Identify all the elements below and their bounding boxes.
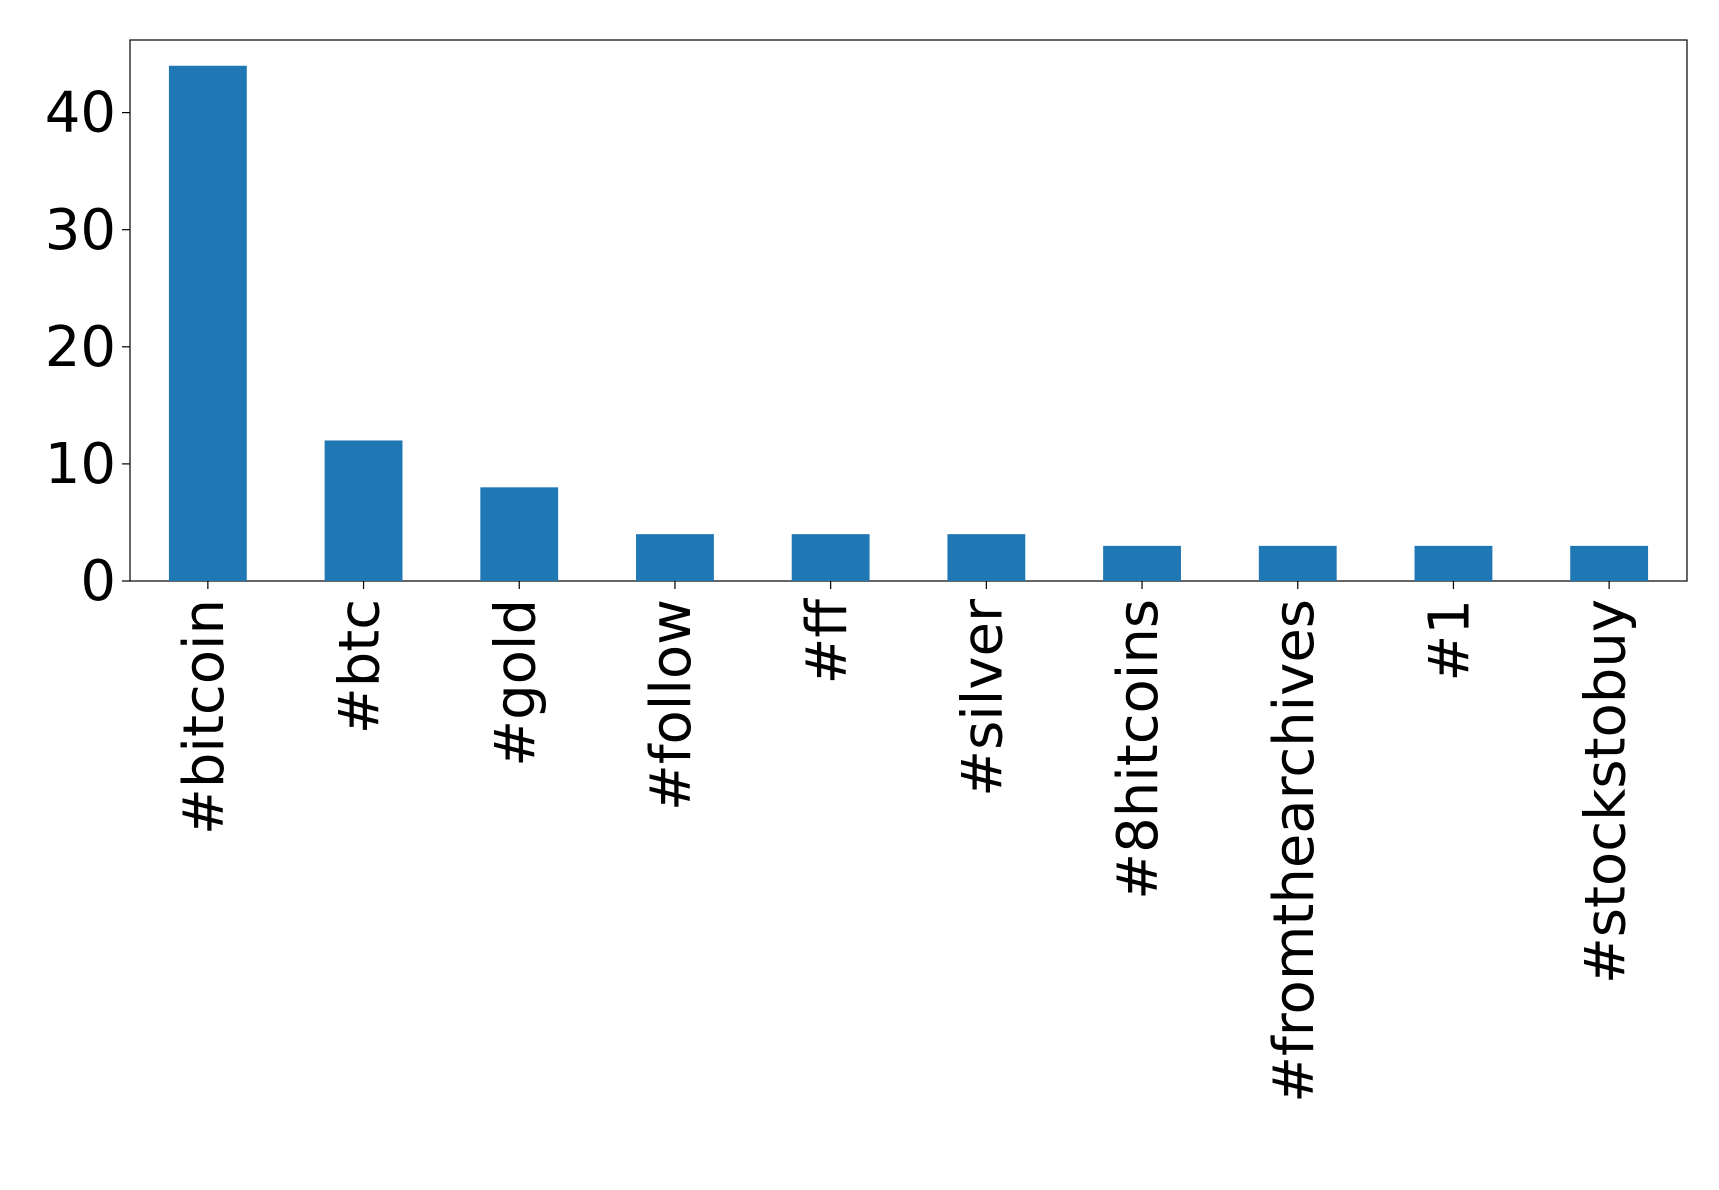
x-tick-label: #fromthearchives [1262, 599, 1327, 1103]
x-tick-label: #1 [1418, 599, 1483, 682]
bar [1414, 545, 1493, 581]
bar [480, 487, 559, 581]
y-tick-label: 20 [45, 315, 116, 380]
bar [1570, 545, 1649, 581]
x-tick-label: #stockstobuy [1573, 599, 1638, 984]
bar [636, 534, 714, 581]
y-tick-label: 10 [45, 432, 116, 497]
bar [324, 440, 403, 581]
y-tick-label: 30 [45, 198, 116, 263]
x-tick-label: #silver [950, 598, 1015, 797]
y-tick-label: 0 [80, 549, 116, 614]
bar [1258, 545, 1337, 581]
x-tick-label: #bitcoin [172, 599, 237, 835]
bar [168, 65, 247, 581]
x-tick-label: #follow [639, 599, 704, 811]
y-tick-label: 40 [45, 81, 116, 146]
bar [947, 534, 1026, 581]
x-tick-label: #ff [795, 598, 860, 685]
plot-frame [129, 39, 1688, 582]
x-tick-label: #gold [483, 599, 548, 767]
bar [1103, 545, 1181, 581]
x-tick-label: #btc [328, 599, 393, 734]
bar [791, 534, 870, 581]
x-tick-label: #8hitcoins [1106, 599, 1171, 900]
